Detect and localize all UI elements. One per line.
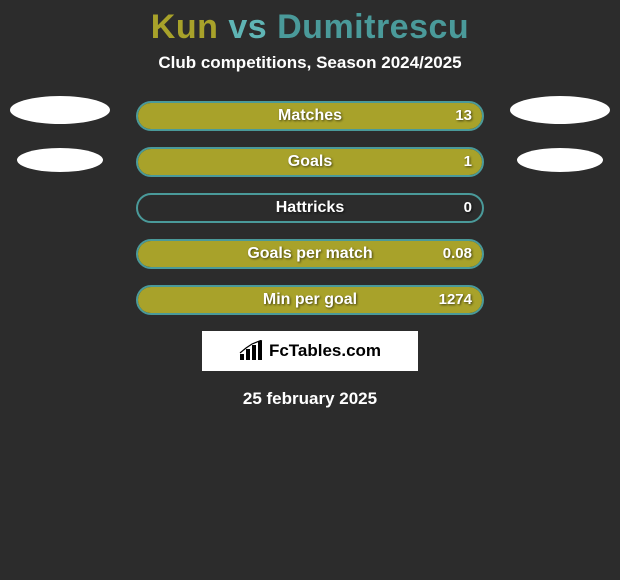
vs-text: vs (228, 8, 267, 46)
source-logo[interactable]: FcTables.com (202, 331, 418, 371)
stat-row: Hattricks0 (136, 193, 484, 223)
subtitle: Club competitions, Season 2024/2025 (0, 53, 620, 73)
stat-value: 0 (464, 195, 472, 221)
bar-chart-icon (239, 340, 263, 362)
player-right-name: Dumitrescu (277, 8, 469, 46)
source-logo-text: FcTables.com (269, 341, 381, 361)
stat-fill (138, 241, 482, 267)
stat-fill (138, 149, 482, 175)
stats-list: Matches13 Goals1 Hattricks0 Goals per match… (0, 101, 620, 315)
stat-row: Matches13 (136, 101, 484, 131)
stat-fill (138, 287, 482, 313)
player-left-name: Kun (151, 8, 219, 46)
stat-fill (138, 103, 482, 129)
comparison-card: { "title": { "left_player": "Kun", "vs":… (0, 0, 620, 580)
snapshot-date: 25 february 2025 (0, 389, 620, 409)
stat-row: Min per goal1274 (136, 285, 484, 315)
stat-label: Hattricks (138, 195, 482, 221)
stat-row: Goals1 (136, 147, 484, 177)
page-title: Kun vs Dumitrescu (0, 0, 620, 47)
stat-row: Goals per match0.08 (136, 239, 484, 269)
